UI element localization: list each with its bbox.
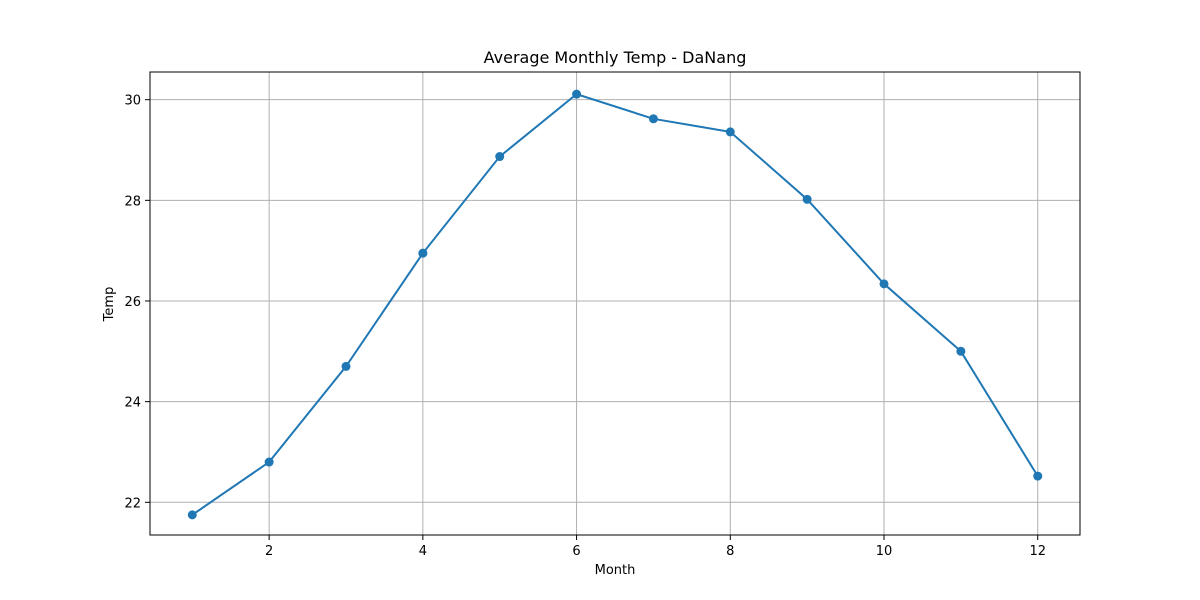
data-point [495,152,505,162]
data-point [802,194,812,204]
x-tick-label: 10 [876,544,893,559]
y-axis-label: Temp [102,287,117,323]
data-point [572,89,582,99]
y-tick-label: 24 [124,396,141,411]
series-layer [187,89,1043,520]
data-point [341,361,351,371]
y-tick-label: 30 [124,94,141,109]
x-axis-label: Month [595,563,636,578]
data-point [879,279,889,289]
y-tick-label: 26 [124,295,141,310]
y-tick-label: 28 [124,194,141,209]
chart-title: Average Monthly Temp - DaNang [484,48,747,67]
x-tick-label: 6 [572,544,580,559]
data-point [264,457,274,467]
data-point [187,510,197,520]
grid [150,72,1080,535]
data-point [648,114,658,124]
plot-area-frame [149,71,1081,536]
x-tick-label: 12 [1029,544,1046,559]
data-point [1033,471,1043,481]
x-tick-label: 2 [265,544,273,559]
series-line [191,93,1039,516]
data-point [418,248,428,258]
x-tick-label: 4 [419,544,427,559]
data-point [725,127,735,137]
y-tick-label: 22 [124,496,141,511]
x-tick-label: 8 [726,544,734,559]
data-point [956,346,966,356]
